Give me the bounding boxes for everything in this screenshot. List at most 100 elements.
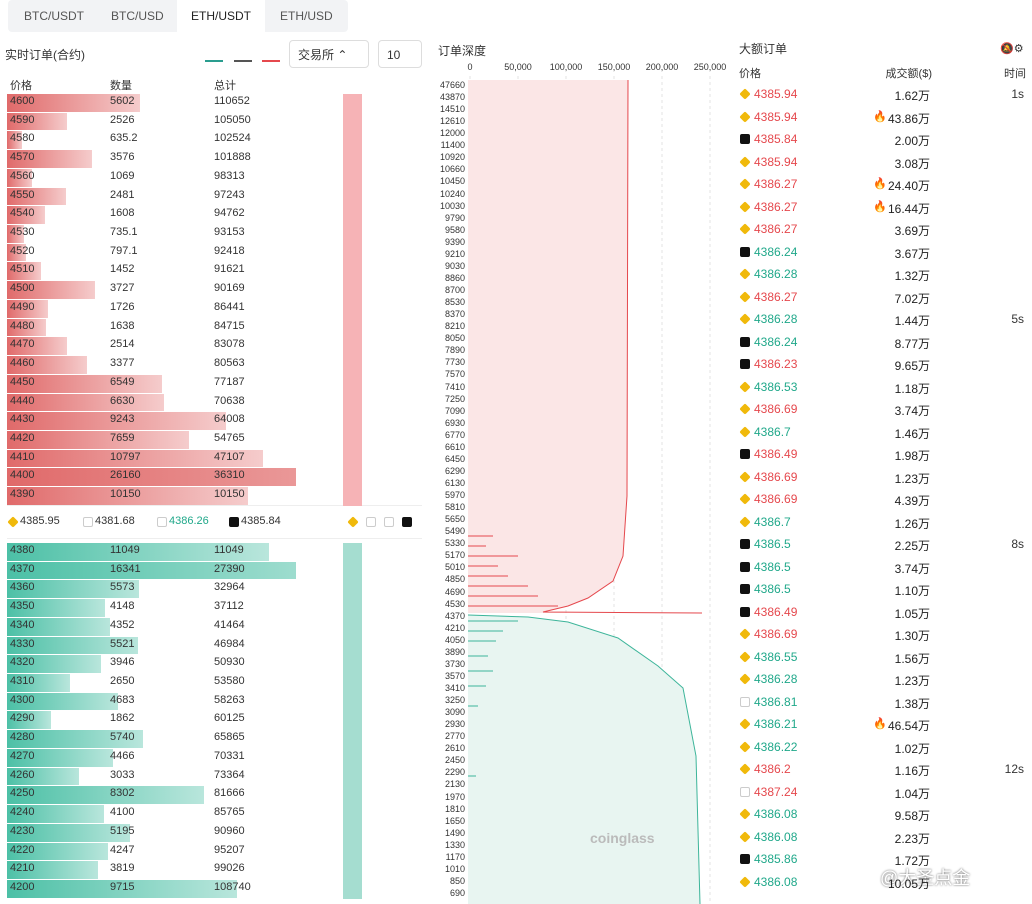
quantity: 9715 [110, 880, 135, 893]
order-amount: 3.74万 [894, 561, 930, 576]
depth-bar [7, 150, 92, 168]
price: 4600 [10, 95, 35, 107]
heat-cell [343, 711, 362, 731]
y-tick-label: 5810 [444, 502, 465, 513]
bar-clip [7, 599, 296, 617]
heat-cell [343, 262, 362, 282]
heat-cell [343, 299, 362, 319]
y-tick-label: 6930 [444, 417, 465, 428]
exchange-select[interactable]: 交易所 ⌃ [289, 40, 369, 68]
depth-bar [7, 748, 113, 767]
bid-area [468, 615, 700, 904]
view-toggle[interactable] [262, 46, 280, 62]
total: 92418 [214, 244, 245, 257]
hot-icon: 🔥 [873, 718, 887, 730]
x-tick-label: 200,000 [645, 62, 679, 72]
y-tick-label: 7730 [444, 357, 465, 368]
view-toggle[interactable] [234, 46, 252, 62]
order-amount: 1.18万 [894, 381, 930, 396]
ask-ticks [468, 535, 558, 607]
depth-bar [7, 449, 263, 468]
quantity: 5740 [110, 731, 135, 744]
order-price: 4386.69 [754, 402, 798, 416]
y-tick-label: 1490 [444, 827, 465, 838]
exchange-icon [739, 268, 751, 280]
y-tick-label: 7410 [444, 381, 465, 392]
exchange-icon [739, 808, 751, 820]
quantity: 1452 [110, 263, 135, 276]
price: 4520 [10, 244, 35, 257]
depth-title: 订单深度 [438, 44, 487, 58]
price: 4440 [10, 394, 35, 407]
depth-bar [7, 262, 42, 281]
order-price: 4387.24 [754, 784, 798, 799]
total: 90960 [214, 824, 245, 837]
tab[interactable]: ETH/USDT [177, 0, 265, 32]
bar-clip [7, 449, 296, 468]
order-price: 4386.27 [754, 289, 798, 304]
heat-cell [343, 748, 362, 768]
order-price: 4386.24 [754, 244, 798, 259]
exchange-icon [740, 606, 750, 617]
bar-clip [7, 561, 296, 580]
settings-icons[interactable]: 🔕⚙ [1000, 43, 1024, 55]
total: 91621 [214, 263, 245, 276]
y-tick-label: 9210 [444, 248, 465, 259]
y-tick-label: 4690 [444, 586, 465, 597]
y-tick-label: 14510 [439, 104, 465, 115]
total: 110652 [214, 95, 250, 107]
heat-cell [343, 374, 362, 394]
exchange-icon [739, 650, 751, 663]
y-tick-label: 6450 [444, 453, 465, 464]
depth-select[interactable]: 10 [378, 40, 422, 68]
quantity: 5602 [110, 95, 135, 107]
y-tick-label: 6610 [444, 441, 465, 452]
total: 84715 [214, 319, 245, 332]
y-tick-label: 9790 [444, 212, 465, 223]
bar-clip [7, 187, 296, 206]
bar-clip [7, 879, 296, 898]
order-price: 4385.86 [754, 852, 798, 866]
quantity: 3377 [110, 357, 135, 370]
price: 4390 [10, 488, 35, 501]
price: 4540 [10, 207, 35, 220]
bar-clip [7, 262, 296, 281]
bid-line [468, 614, 701, 904]
price: 4320 [10, 656, 35, 669]
y-tick-label: 9030 [444, 260, 465, 271]
bid-ticks [468, 620, 518, 777]
price: 4220 [10, 843, 35, 856]
tab[interactable]: ETH/USD [280, 9, 333, 23]
y-tick-label: 4850 [444, 574, 465, 585]
exchange-icon [740, 449, 750, 459]
total: 27390 [214, 562, 245, 575]
total: 83078 [214, 338, 245, 351]
total: 41464 [214, 618, 245, 631]
heat-cell [343, 655, 362, 675]
quantity: 10797 [110, 450, 141, 463]
quantity: 1638 [110, 319, 135, 332]
x-tick-label: 0 [467, 62, 473, 72]
orderbook-title: 实时订单(合约) [5, 48, 85, 62]
heat-cell [343, 842, 362, 862]
order-price: 4386.49 [754, 604, 798, 619]
order-amount: 24.40万 [887, 179, 930, 193]
y-tick-label: 3090 [444, 707, 465, 718]
total: 99026 [214, 862, 245, 875]
total: 47107 [214, 450, 245, 463]
x-tick-label: 50,000 [504, 62, 532, 72]
tab[interactable]: BTC/USDT [24, 9, 84, 23]
quantity: 9243 [110, 413, 135, 426]
order-price: 4386.69 [754, 469, 798, 484]
exchange-icon [740, 539, 750, 549]
tab[interactable]: BTC/USD [111, 9, 164, 23]
order-amount: 3.74万 [894, 404, 930, 418]
bar-clip [7, 281, 296, 299]
order-amount: 1.04万 [894, 786, 930, 801]
total: 54765 [214, 431, 245, 444]
exchange-icon [740, 786, 750, 797]
order-amount: 1.38万 [894, 696, 930, 711]
quantity: 635.2 [110, 132, 138, 145]
view-toggle[interactable] [205, 46, 223, 62]
